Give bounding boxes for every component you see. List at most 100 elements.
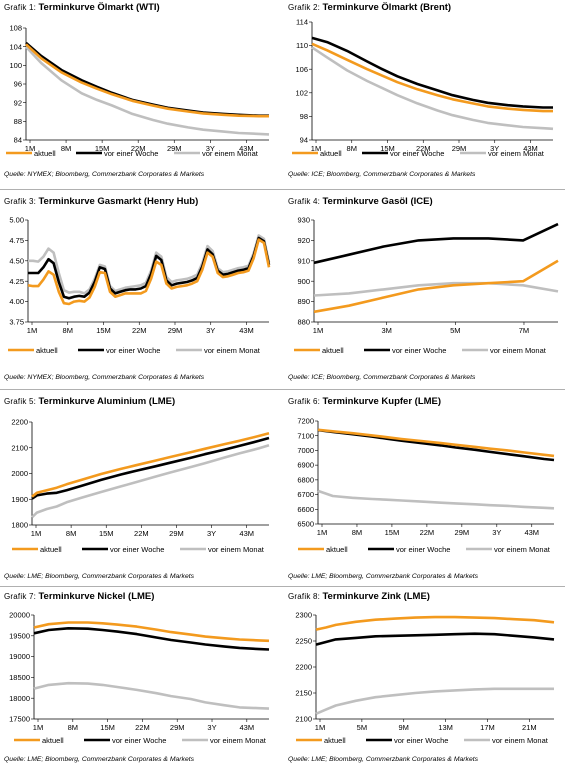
chart-source: Quelle: LME; Bloomberg, Commerzbank Corp…: [4, 756, 195, 763]
x-tick-label: 9M: [399, 723, 409, 732]
chart-svg: 84 88 92 96 100 104 108 1M 8M 15M 22M 29M 3Y 43M aktue…: [6, 24, 270, 158]
x-tick-label: 1M: [27, 326, 37, 335]
series-line-woche: [313, 222, 559, 265]
y-tick-label: 920: [297, 236, 310, 245]
chart-svg: 6500 6600 6700 6800 6900 7000 7100 7200 1M 8M 15M 2…: [297, 417, 555, 554]
series-line-monat: [311, 46, 554, 131]
x-tick-label: 17M: [480, 723, 495, 732]
chart-title: Grafik 7: Terminkurve Nickel (LME): [4, 591, 155, 602]
legend-label-aktuell: aktuell: [34, 149, 56, 158]
x-tick-label: 15M: [380, 144, 395, 153]
series-line-aktuell: [27, 238, 271, 306]
chart-panel-3: Grafik 3: Terminkurve Gasmarkt (Henry Hu…: [4, 196, 274, 386]
legend-label-woche: vor einer Woche: [110, 545, 164, 554]
x-tick-label: 22M: [132, 326, 147, 335]
x-tick-label: 43M: [524, 528, 539, 537]
y-tick-label: 2250: [295, 637, 312, 646]
y-tick-label: 3.75: [9, 318, 24, 327]
y-tick-label: 6900: [297, 461, 314, 470]
series-line-woche: [31, 436, 270, 500]
legend-label-woche: vor einer Woche: [392, 346, 446, 355]
x-tick-label: 3Y: [207, 723, 216, 732]
x-tick-label: 1M: [315, 723, 325, 732]
legend-label-monat: vor einem Monat: [488, 149, 545, 158]
y-tick-label: 110: [296, 41, 308, 50]
series-line-monat: [313, 281, 559, 297]
x-tick-label: 3Y: [490, 144, 499, 153]
x-tick-label: 43M: [240, 723, 255, 732]
x-tick-label: 3Y: [206, 144, 215, 153]
y-tick-label: 4.75: [9, 236, 24, 245]
series-line-monat: [315, 687, 554, 715]
x-tick-label: 3Y: [492, 528, 501, 537]
legend-label-monat: vor einem Monat: [494, 545, 551, 554]
y-tick-label: 2100: [11, 443, 28, 452]
x-tick-label: 5M: [450, 326, 460, 335]
y-tick-label: 102: [295, 88, 308, 97]
y-tick-label: 88: [14, 117, 22, 126]
series-line-aktuell: [311, 42, 553, 113]
x-tick-label: 22M: [416, 144, 431, 153]
y-tick-label: 100: [9, 61, 22, 70]
y-tick-label: 2200: [295, 663, 312, 672]
y-tick-label: 96: [14, 80, 22, 89]
y-tick-label: 106: [295, 65, 308, 74]
y-tick-label: 880: [297, 318, 310, 327]
x-tick-label: 43M: [239, 144, 254, 153]
x-tick-label: 3Y: [207, 529, 216, 538]
x-tick-label: 43M: [239, 326, 254, 335]
y-tick-label: 18000: [9, 694, 30, 703]
legend-label-aktuell: aktuell: [326, 545, 348, 554]
y-tick-label: 18500: [9, 673, 30, 682]
y-tick-label: 6700: [297, 490, 314, 499]
y-tick-label: 2100: [295, 715, 312, 724]
x-tick-label: 8M: [68, 723, 78, 732]
legend-label-monat: vor einem Monat: [490, 346, 547, 355]
legend-label-woche: vor einer Woche: [390, 149, 444, 158]
chart-panel-6: Grafik 6: Terminkurve Kupfer (LME) 6500 6…: [288, 396, 558, 586]
y-tick-label: 19500: [9, 631, 30, 640]
chart-panel-8: Grafik 8: Terminkurve Zink (LME) 2100 215…: [288, 591, 558, 781]
y-tick-label: 2000: [11, 469, 28, 478]
series-line-woche: [315, 632, 555, 646]
y-tick-label: 4.25: [9, 277, 24, 286]
x-tick-label: 29M: [455, 528, 470, 537]
series-line-aktuell: [315, 615, 555, 631]
chart-title: Grafik 5: Terminkurve Aluminium (LME): [4, 396, 176, 407]
series-line-woche: [311, 36, 553, 109]
y-tick-label: 900: [297, 277, 310, 286]
chart-svg: 3.75 4.00 4.25 4.50 4.75 5.00 1M 8M 15M 22M 29M 3Y 4…: [8, 216, 271, 355]
divider: [0, 586, 565, 587]
x-tick-label: 15M: [95, 144, 110, 153]
x-tick-label: 8M: [63, 326, 73, 335]
series-line-aktuell: [25, 43, 269, 118]
x-tick-label: 22M: [420, 528, 435, 537]
chart-panel-1: Grafik 1: Terminkurve Ölmarkt (WTI) 84 88…: [4, 2, 274, 192]
y-tick-label: 1900: [11, 495, 28, 504]
y-tick-label: 114: [296, 18, 308, 27]
series-line-monat: [317, 489, 555, 510]
y-tick-label: 5.00: [9, 216, 24, 225]
x-tick-label: 1M: [317, 528, 327, 537]
x-tick-label: 8M: [61, 144, 71, 153]
series-line-woche: [33, 626, 270, 651]
x-tick-label: 21M: [522, 723, 537, 732]
chart-svg: 880 890 900 910 920 930 1M 3M 5M 7M aktuell vor ein…: [294, 216, 559, 355]
x-tick-label: 1M: [311, 144, 321, 153]
x-tick-label: 15M: [100, 723, 115, 732]
chart-svg: 1800 1900 2000 2100 2200 1M 8M 15M 22M 29M 3Y 43M ak…: [11, 418, 270, 554]
chart-title: Grafik 4: Terminkurve Gasöl (ICE): [288, 196, 433, 207]
legend-label-aktuell: aktuell: [42, 736, 64, 745]
chart-svg: 94 98 102 106 110 114 1M 8M 15M 22M 29M 3Y 43M aktuel…: [292, 18, 554, 158]
y-tick-label: 108: [9, 24, 22, 33]
x-tick-label: 13M: [438, 723, 453, 732]
chart-svg: 2100 2150 2200 2250 2300 1M 5M 9M 13M 17M 21M aktue…: [295, 611, 555, 745]
chart-source: Quelle: NYMEX; Bloomberg, Commerzbank Co…: [4, 171, 205, 178]
x-tick-label: 8M: [347, 144, 357, 153]
chart-panel-7: Grafik 7: Terminkurve Nickel (LME) 17500…: [4, 591, 274, 781]
x-tick-label: 8M: [352, 528, 362, 537]
legend-label-aktuell: aktuell: [36, 346, 58, 355]
x-tick-label: 5M: [357, 723, 367, 732]
legend-label-monat: vor einem Monat: [202, 149, 259, 158]
series-line-monat: [31, 443, 270, 519]
